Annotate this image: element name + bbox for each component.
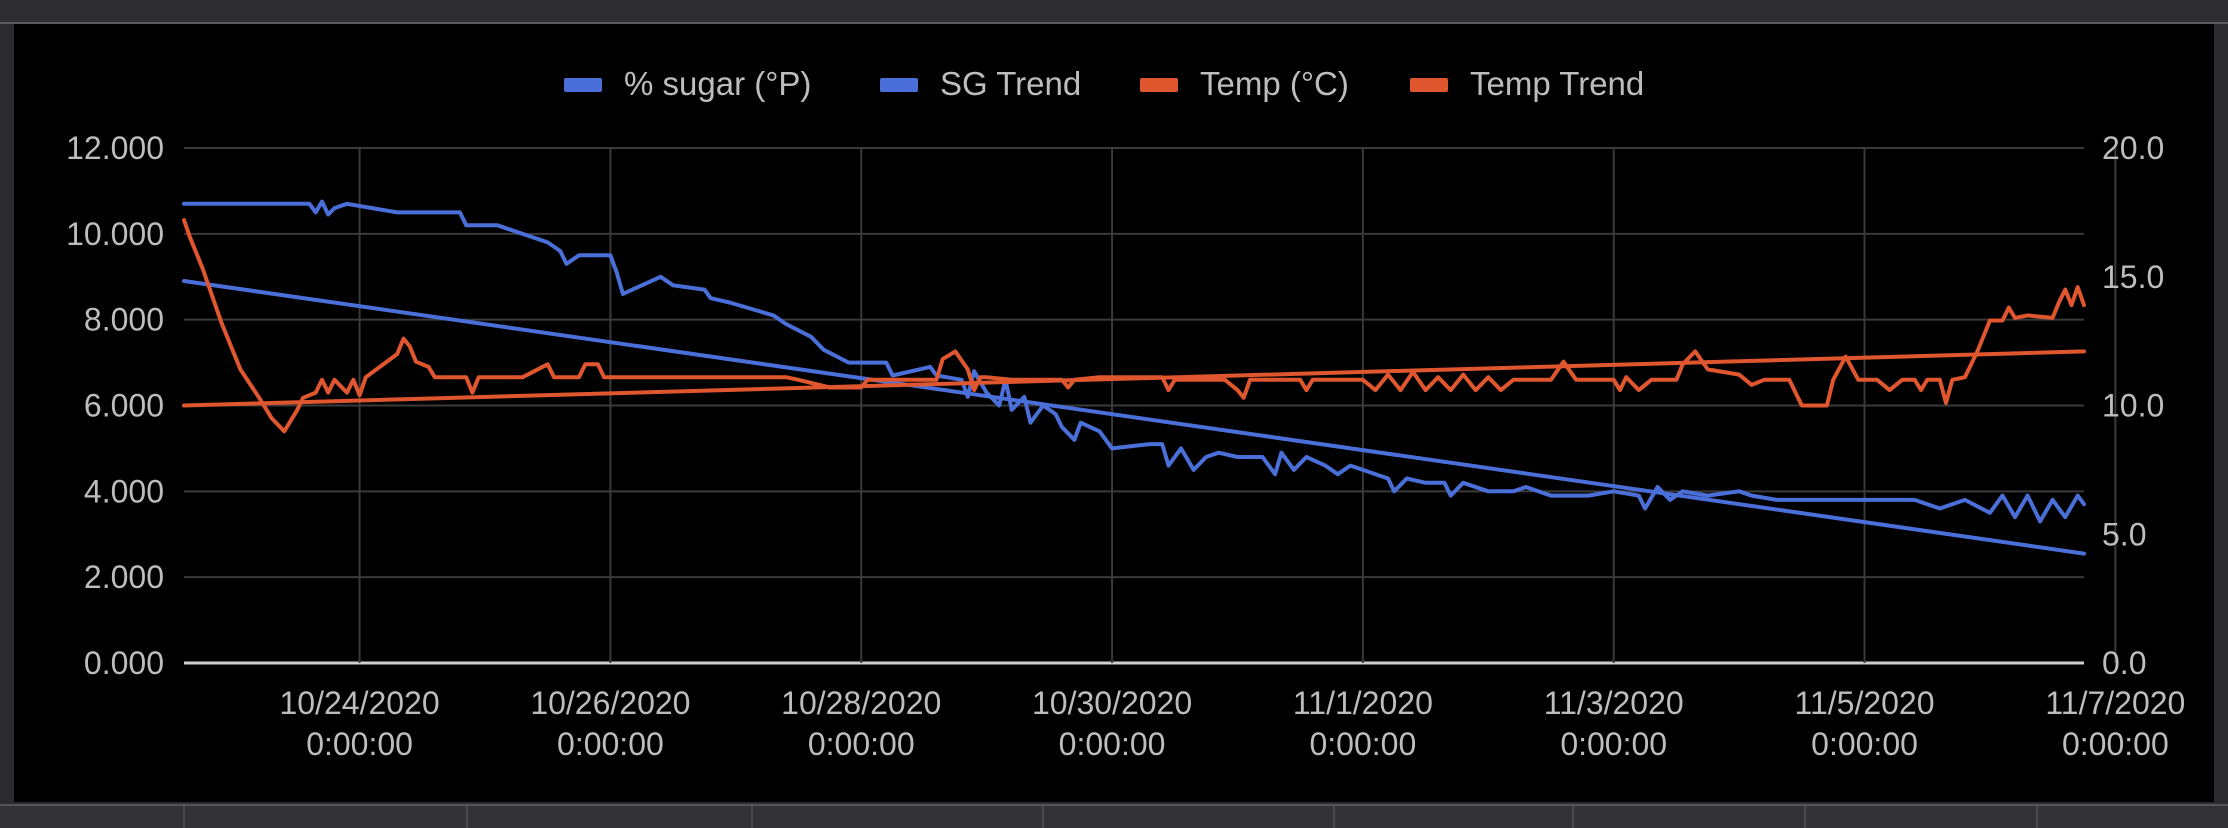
window-top-bar — [0, 0, 2228, 24]
x-tick-label-time: 0:00:00 — [1309, 726, 1416, 762]
bottom-tab[interactable] — [753, 806, 1044, 828]
y-right-tick-label: 20.0 — [2102, 130, 2164, 166]
legend-swatch — [880, 78, 918, 92]
bottom-tab[interactable] — [1044, 806, 1335, 828]
x-tick-label-date: 11/5/2020 — [1795, 685, 1935, 721]
x-tick-label-time: 0:00:00 — [2062, 726, 2169, 762]
series-line-sg-trend — [182, 279, 2086, 556]
chart-legend: % sugar (°P) SG Trend Temp (°C) Temp Trend — [564, 65, 1644, 102]
x-tick-label-date: 10/30/2020 — [1032, 685, 1192, 721]
legend-label: % sugar (°P) — [624, 65, 811, 102]
right-axis: 0.0 5.0 10.0 15.0 20.0 — [2102, 130, 2164, 681]
x-tick-label-time: 0:00:00 — [808, 726, 915, 762]
x-tick-label-date: 11/7/2020 — [2045, 685, 2185, 721]
y-left-tick-label: 2.000 — [84, 559, 164, 595]
series-line-temp-c — [182, 218, 2086, 434]
y-right-tick-label: 10.0 — [2102, 388, 2164, 424]
legend-label: Temp Trend — [1470, 65, 1644, 102]
x-axis: 10/24/2020 0:00:00 10/26/2020 0:00:00 10/28/… — [279, 685, 2185, 762]
bottom-tab[interactable] — [468, 806, 753, 828]
bottom-tab[interactable] — [1806, 806, 2038, 828]
y-left-tick-label: 4.000 — [84, 473, 164, 509]
y-right-tick-label: 5.0 — [2102, 516, 2146, 552]
x-tick-label-date: 10/24/2020 — [279, 685, 439, 721]
series-line-temp-trend — [182, 349, 2086, 408]
y-left-tick-label: 8.000 — [84, 302, 164, 338]
legend-swatch — [564, 78, 602, 92]
y-left-tick-label: 0.000 — [84, 645, 164, 681]
bottom-tab[interactable] — [0, 806, 185, 828]
series-line-sugar-p — [182, 199, 2086, 524]
y-left-tick-label: 6.000 — [84, 388, 164, 424]
x-tick-label-time: 0:00:00 — [1560, 726, 1667, 762]
bottom-tab[interactable] — [1335, 806, 1574, 828]
x-tick-label-time: 0:00:00 — [557, 726, 664, 762]
x-tick-label-date: 11/3/2020 — [1544, 685, 1684, 721]
bottom-tab[interactable] — [185, 806, 468, 828]
legend-label: Temp (°C) — [1200, 65, 1349, 102]
y-right-tick-label: 15.0 — [2102, 259, 2164, 295]
y-right-tick-label: 0.0 — [2102, 645, 2146, 681]
y-left-tick-label: 10.000 — [66, 216, 164, 252]
window-bottom-bar — [0, 804, 2228, 828]
series-layer — [182, 199, 2086, 556]
y-left-tick-label: 12.000 — [66, 130, 164, 166]
legend-swatch — [1410, 78, 1448, 92]
x-tick-label-date: 10/28/2020 — [781, 685, 941, 721]
x-tick-label-time: 0:00:00 — [1811, 726, 1918, 762]
legend-label: SG Trend — [940, 65, 1081, 102]
x-tick-label-date: 11/1/2020 — [1293, 685, 1433, 721]
left-axis: 0.000 2.000 4.000 6.000 8.000 10.000 12.000 — [66, 130, 164, 681]
x-tick-label-date: 10/26/2020 — [530, 685, 690, 721]
grid-layer — [184, 147, 2117, 665]
fermentation-chart: 0.000 2.000 4.000 6.000 8.000 10.000 12.000 0.… — [66, 65, 2185, 762]
x-tick-label-time: 0:00:00 — [306, 726, 413, 762]
bottom-tab[interactable] — [1574, 806, 1806, 828]
chart-panel: 0.000 2.000 4.000 6.000 8.000 10.000 12.000 0.… — [14, 24, 2214, 802]
legend-swatch — [1140, 78, 1178, 92]
x-tick-label-time: 0:00:00 — [1059, 726, 1166, 762]
